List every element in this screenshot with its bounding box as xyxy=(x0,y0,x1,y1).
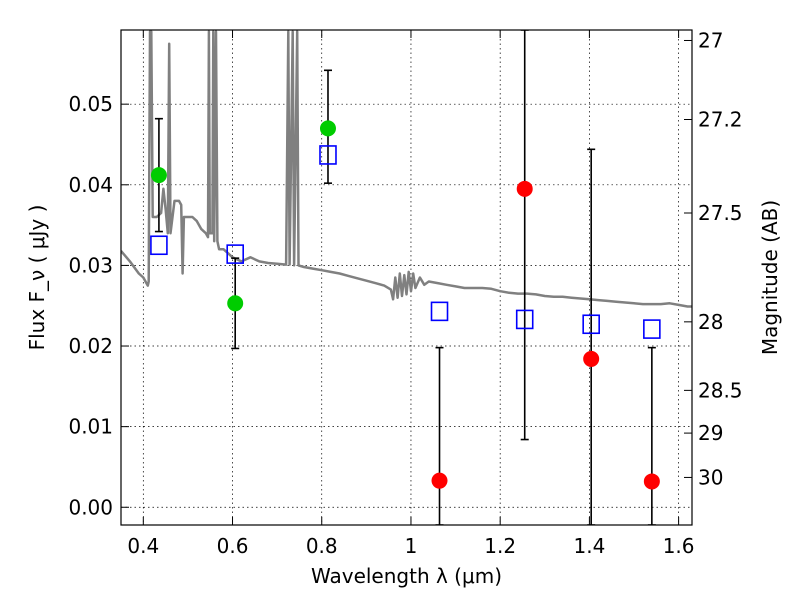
plot-frame xyxy=(120,29,693,526)
model-photometry-square xyxy=(582,314,600,335)
model-spectrum-line xyxy=(121,30,692,308)
right-tick-label: 27.5 xyxy=(698,201,743,225)
x-tick-label: 0.8 xyxy=(306,534,338,558)
model-photometry-square xyxy=(515,309,534,330)
right-tick-label: 28.5 xyxy=(698,378,743,402)
y-tick-label: 0.05 xyxy=(68,92,113,116)
x-tick-label: 1.4 xyxy=(573,534,605,558)
x-tick-label: 0.6 xyxy=(217,534,249,558)
right-tick-label: 28 xyxy=(698,310,723,334)
y-axis-label: Flux F_ν ( μJy ) xyxy=(25,205,49,351)
y-tick-label: 0.01 xyxy=(68,415,113,439)
x-axis-label: Wavelength λ (μm) xyxy=(311,564,502,588)
right-axis-label: Magnitude (AB) xyxy=(758,200,782,355)
right-tick-label: 27 xyxy=(698,28,723,52)
detection-point xyxy=(319,120,336,137)
x-tick-label: 1.2 xyxy=(484,534,516,558)
y-tick-label: 0.03 xyxy=(68,253,113,277)
y-tick-label: 0.00 xyxy=(68,495,113,519)
right-tick-label: 29 xyxy=(698,421,723,445)
x-tick-label: 1.6 xyxy=(663,534,695,558)
upper-limit-point xyxy=(516,180,533,197)
model-photometry-square xyxy=(226,244,244,264)
y-tick-label: 0.04 xyxy=(68,173,113,197)
model-photometry-square xyxy=(319,145,337,165)
model-photometry-square xyxy=(150,235,168,256)
grid xyxy=(121,30,692,525)
plot-data xyxy=(121,30,692,525)
detection-point xyxy=(150,167,167,184)
model-photometry-square xyxy=(430,301,449,322)
detection-point xyxy=(227,295,244,312)
x-axis-ticks: 0.4 0.6 0.8 1 1.2 1.4 1.6 xyxy=(127,30,695,558)
right-tick-label: 27.2 xyxy=(698,107,743,131)
upper-limit-point xyxy=(643,473,660,490)
right-axis-ticks: 27 27.2 27.5 28 28.5 29 30 xyxy=(684,28,743,489)
upper-limit-point xyxy=(583,350,600,367)
y-tick-label: 0.02 xyxy=(68,334,113,358)
x-tick-label: 0.4 xyxy=(127,534,159,558)
y-axis-ticks: 0.00 0.01 0.02 0.03 0.04 0.05 xyxy=(68,92,129,519)
x-tick-label: 1 xyxy=(405,534,418,558)
upper-limit-point xyxy=(431,472,448,489)
right-tick-label: 30 xyxy=(698,465,723,489)
model-photometry-square xyxy=(643,319,661,339)
